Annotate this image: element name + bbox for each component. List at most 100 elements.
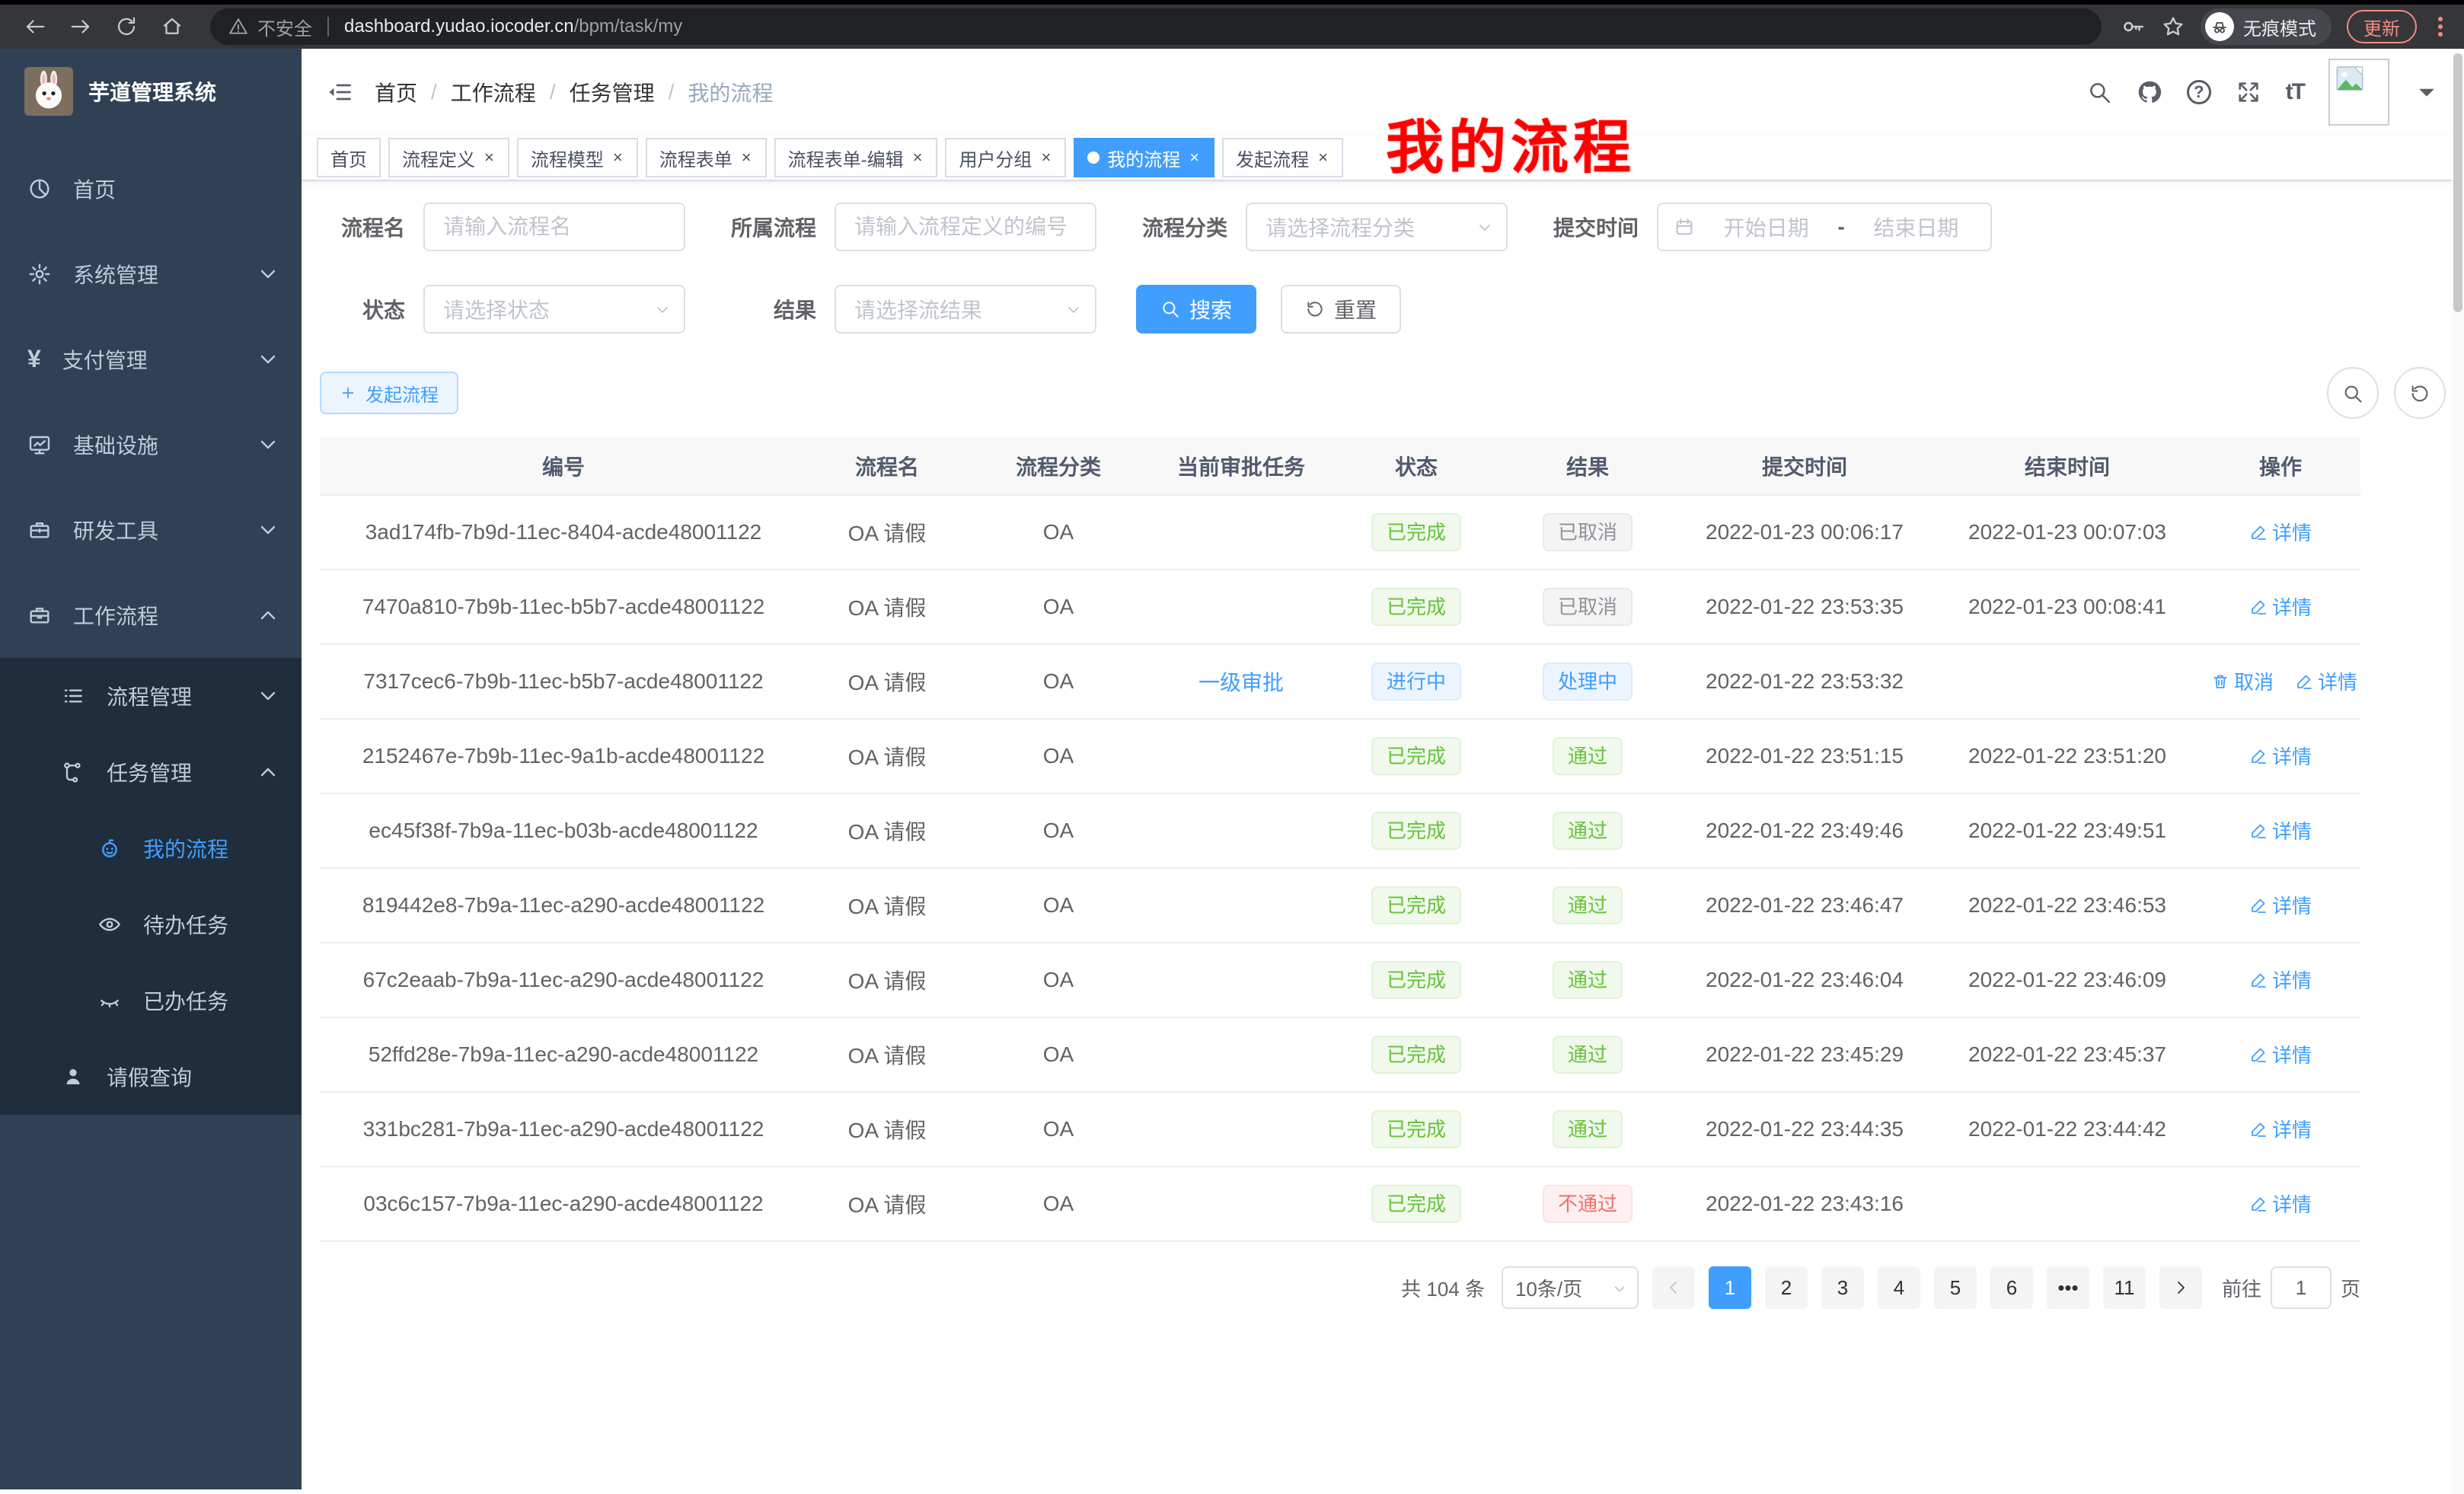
breadcrumb-item[interactable]: 首页 <box>375 81 418 105</box>
key-icon[interactable] <box>2120 14 2146 40</box>
sidebar-item-4[interactable]: 研发工具 <box>0 487 302 573</box>
page-button-11[interactable]: 11 <box>2102 1266 2146 1309</box>
refresh-icon <box>2409 382 2430 404</box>
sidebar-logo-row[interactable]: 芋道管理系统 <box>0 49 302 134</box>
detail-link[interactable]: 详情 <box>2249 1040 2312 1068</box>
next-page-button[interactable] <box>2159 1266 2202 1309</box>
close-icon[interactable]: × <box>1318 148 1329 167</box>
detail-link[interactable]: 详情 <box>2249 518 2312 546</box>
filter-row-2: 状态 请选择状态 结果 请选择流结果 搜索 <box>320 285 2446 334</box>
tab-5[interactable]: 用户分组 × <box>945 138 1067 177</box>
result-badge: 已取消 <box>1542 513 1633 551</box>
address-bar[interactable]: 不安全 dashboard.yudao.iocoder.cn/bpm/task/… <box>210 8 2102 45</box>
refresh-icon <box>1305 299 1325 319</box>
help-icon[interactable]: ? <box>2186 80 2211 104</box>
tab-4[interactable]: 流程表单-编辑 × <box>774 138 938 177</box>
sidebar-item-label: 流程管理 <box>107 685 193 709</box>
sidebar-item-1[interactable]: 系统管理 <box>0 231 302 317</box>
page-button-1[interactable]: 1 <box>1708 1266 1751 1309</box>
filter-result-label: 结果 <box>773 298 816 322</box>
browser-reload-icon[interactable] <box>107 7 146 46</box>
detail-link[interactable]: 详情 <box>2249 891 2312 919</box>
detail-link[interactable]: 详情 <box>2295 667 2357 695</box>
browser-back-icon[interactable] <box>15 7 55 46</box>
close-icon[interactable]: × <box>741 148 752 167</box>
sidebar-item-3[interactable]: 基础设施 <box>0 402 302 487</box>
detail-link[interactable]: 详情 <box>2249 1189 2312 1218</box>
page-button-5[interactable]: 5 <box>1933 1266 1977 1309</box>
filter-result-select[interactable]: 请选择流结果 <box>835 285 1096 334</box>
tab-1[interactable]: 流程定义 × <box>388 138 509 177</box>
cell-task <box>1150 943 1333 1018</box>
browser-scrollbar[interactable] <box>2452 53 2464 1494</box>
filter-time-range[interactable]: 开始日期 - 结束日期 <box>1657 203 1992 251</box>
tab-3[interactable]: 流程表单 × <box>645 138 767 177</box>
filter-name-input[interactable] <box>423 203 685 251</box>
sidebar-item-11[interactable]: 请假查询 <box>0 1039 302 1115</box>
tab-0[interactable]: 首页 <box>317 138 381 177</box>
detail-link[interactable]: 详情 <box>2249 816 2312 844</box>
tab-7[interactable]: 发起流程 × <box>1222 138 1344 177</box>
github-icon[interactable] <box>2137 79 2162 105</box>
reset-button[interactable]: 重置 <box>1281 285 1402 334</box>
font-size-icon[interactable]: tT <box>2285 79 2306 104</box>
sidebar-fold-icon[interactable] <box>326 78 353 106</box>
cell-task <box>1150 719 1333 794</box>
sidebar-item-5[interactable]: 工作流程 <box>0 573 302 658</box>
browser-menu-icon[interactable] <box>2432 17 2449 37</box>
breadcrumb-item[interactable]: 工作流程 <box>450 81 536 105</box>
search-icon[interactable] <box>2086 79 2112 105</box>
filter-def-input[interactable] <box>835 203 1096 251</box>
page-button-4[interactable]: 4 <box>1877 1266 1920 1309</box>
close-icon[interactable]: × <box>912 148 923 167</box>
current-task-link[interactable]: 一级审批 <box>1198 671 1284 694</box>
close-icon[interactable]: × <box>1189 148 1200 167</box>
sidebar-item-0[interactable]: 首页 <box>0 146 302 231</box>
chevron-down-icon <box>1476 218 1494 236</box>
chevron-right-icon <box>2172 1279 2190 1297</box>
bookmark-star-icon[interactable] <box>2161 14 2185 39</box>
pager-ellipsis[interactable]: ••• <box>2046 1266 2089 1309</box>
detail-link[interactable]: 详情 <box>2249 966 2312 994</box>
refresh-table-button[interactable] <box>2394 367 2446 419</box>
prev-page-button[interactable] <box>1652 1266 1695 1309</box>
scrollbar-thumb[interactable] <box>2453 53 2462 312</box>
search-button[interactable]: 搜索 <box>1136 285 1257 334</box>
update-button[interactable]: 更新 <box>2347 10 2417 43</box>
filter-status-select[interactable]: 请选择状态 <box>423 285 685 334</box>
search-icon <box>1160 299 1180 319</box>
sidebar-item-9[interactable]: 待办任务 <box>0 886 302 962</box>
goto-page-input[interactable] <box>2270 1266 2332 1309</box>
browser-home-icon[interactable] <box>152 7 192 46</box>
close-icon[interactable]: × <box>484 148 494 167</box>
sidebar-item-8[interactable]: 我的流程 <box>0 810 302 886</box>
page-button-6[interactable]: 6 <box>1990 1266 2033 1309</box>
caret-down-icon[interactable] <box>2414 79 2440 105</box>
create-process-button[interactable]: 发起流程 <box>320 372 458 414</box>
sidebar-item-10[interactable]: 已办任务 <box>0 962 302 1039</box>
close-icon[interactable]: × <box>612 148 623 167</box>
browser-forward-icon[interactable] <box>61 7 101 46</box>
goto-unit: 页 <box>2340 1277 2360 1301</box>
filter-category-select[interactable]: 请选择流程分类 <box>1246 203 1508 251</box>
page-size-select[interactable]: 10条/页 <box>1501 1266 1639 1309</box>
page-button-3[interactable]: 3 <box>1821 1266 1864 1309</box>
detail-link[interactable]: 详情 <box>2249 592 2312 621</box>
close-icon[interactable]: × <box>1041 148 1052 167</box>
fullscreen-icon[interactable] <box>2236 79 2261 105</box>
tab-6[interactable]: 我的流程 × <box>1074 138 1215 177</box>
cell-end-time: 2022-01-22 23:51:20 <box>1934 719 2201 794</box>
sidebar-item-6[interactable]: 流程管理 <box>0 658 302 734</box>
avatar[interactable] <box>2328 59 2389 126</box>
breadcrumb-item[interactable]: 任务管理 <box>569 81 655 105</box>
page-button-2[interactable]: 2 <box>1764 1266 1808 1309</box>
sidebar-item-7[interactable]: 任务管理 <box>0 734 302 810</box>
tab-2[interactable]: 流程模型 × <box>516 138 638 177</box>
sidebar-item-2[interactable]: ¥ 支付管理 <box>0 317 302 402</box>
detail-link[interactable]: 详情 <box>2249 742 2312 770</box>
result-badge: 不通过 <box>1542 1185 1633 1223</box>
cell-actions: 取消 详情 <box>2201 644 2360 720</box>
detail-link[interactable]: 详情 <box>2249 1115 2312 1143</box>
cancel-link[interactable]: 取消 <box>2211 667 2274 695</box>
toggle-search-button[interactable] <box>2327 367 2379 419</box>
